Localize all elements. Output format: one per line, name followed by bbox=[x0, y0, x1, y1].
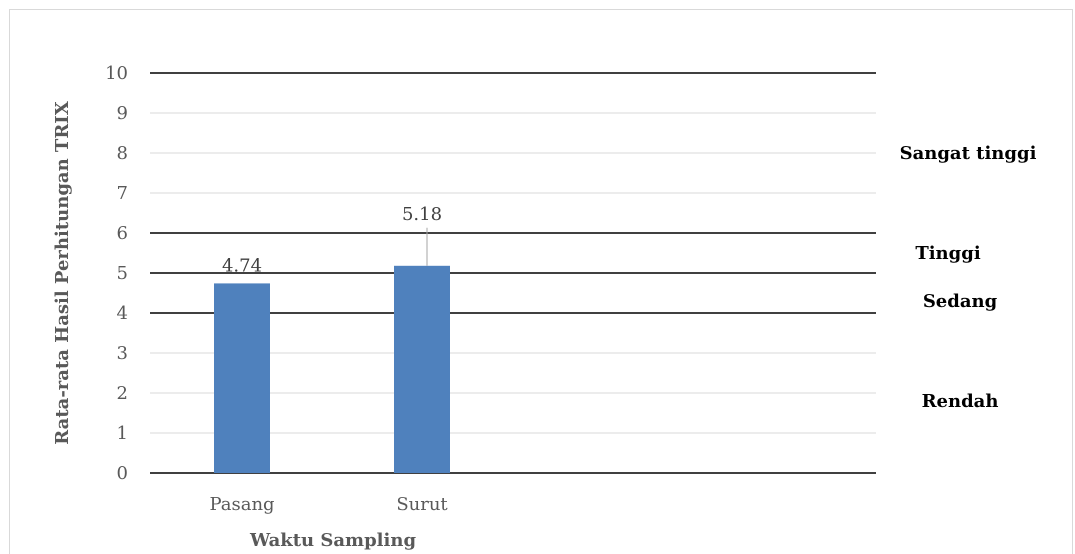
bar bbox=[394, 265, 450, 473]
y-tick-label: 9 bbox=[117, 103, 128, 124]
y-tick-label: 8 bbox=[117, 143, 128, 164]
y-tick-label: 10 bbox=[105, 63, 128, 84]
band-labels: Sangat tinggi Tinggi Sedang Rendah bbox=[900, 143, 1037, 412]
bar bbox=[214, 283, 270, 473]
y-tick-label: 2 bbox=[117, 383, 128, 404]
x-axis-title: Waktu Sampling bbox=[249, 530, 417, 551]
band-label: Sangat tinggi bbox=[900, 143, 1037, 164]
y-tick-label: 6 bbox=[117, 223, 128, 244]
y-axis-title: Rata-rata Hasil Perhitungan TRIX bbox=[52, 101, 73, 444]
y-tick-label: 7 bbox=[117, 183, 128, 204]
y-tick-label: 4 bbox=[117, 303, 128, 324]
data-label: 5.18 bbox=[402, 204, 442, 225]
y-tick-label: 1 bbox=[117, 423, 128, 444]
data-label: 4.74 bbox=[222, 255, 262, 276]
y-tick-label: 5 bbox=[117, 263, 128, 284]
y-tick-labels: 0 1 2 3 4 5 6 7 8 9 10 bbox=[105, 63, 128, 484]
x-category-label: Surut bbox=[396, 494, 448, 515]
band-label: Sedang bbox=[923, 291, 998, 312]
x-category-labels: Pasang Surut bbox=[209, 494, 448, 515]
bars: 4.74 5.18 bbox=[214, 204, 450, 473]
chart-frame bbox=[9, 9, 1073, 554]
band-label: Rendah bbox=[922, 391, 999, 412]
y-tick-label: 3 bbox=[117, 343, 128, 364]
band-label: Tinggi bbox=[915, 243, 980, 264]
y-tick-label: 0 bbox=[117, 463, 128, 484]
x-category-label: Pasang bbox=[209, 494, 274, 515]
threshold-lines bbox=[150, 72, 876, 474]
